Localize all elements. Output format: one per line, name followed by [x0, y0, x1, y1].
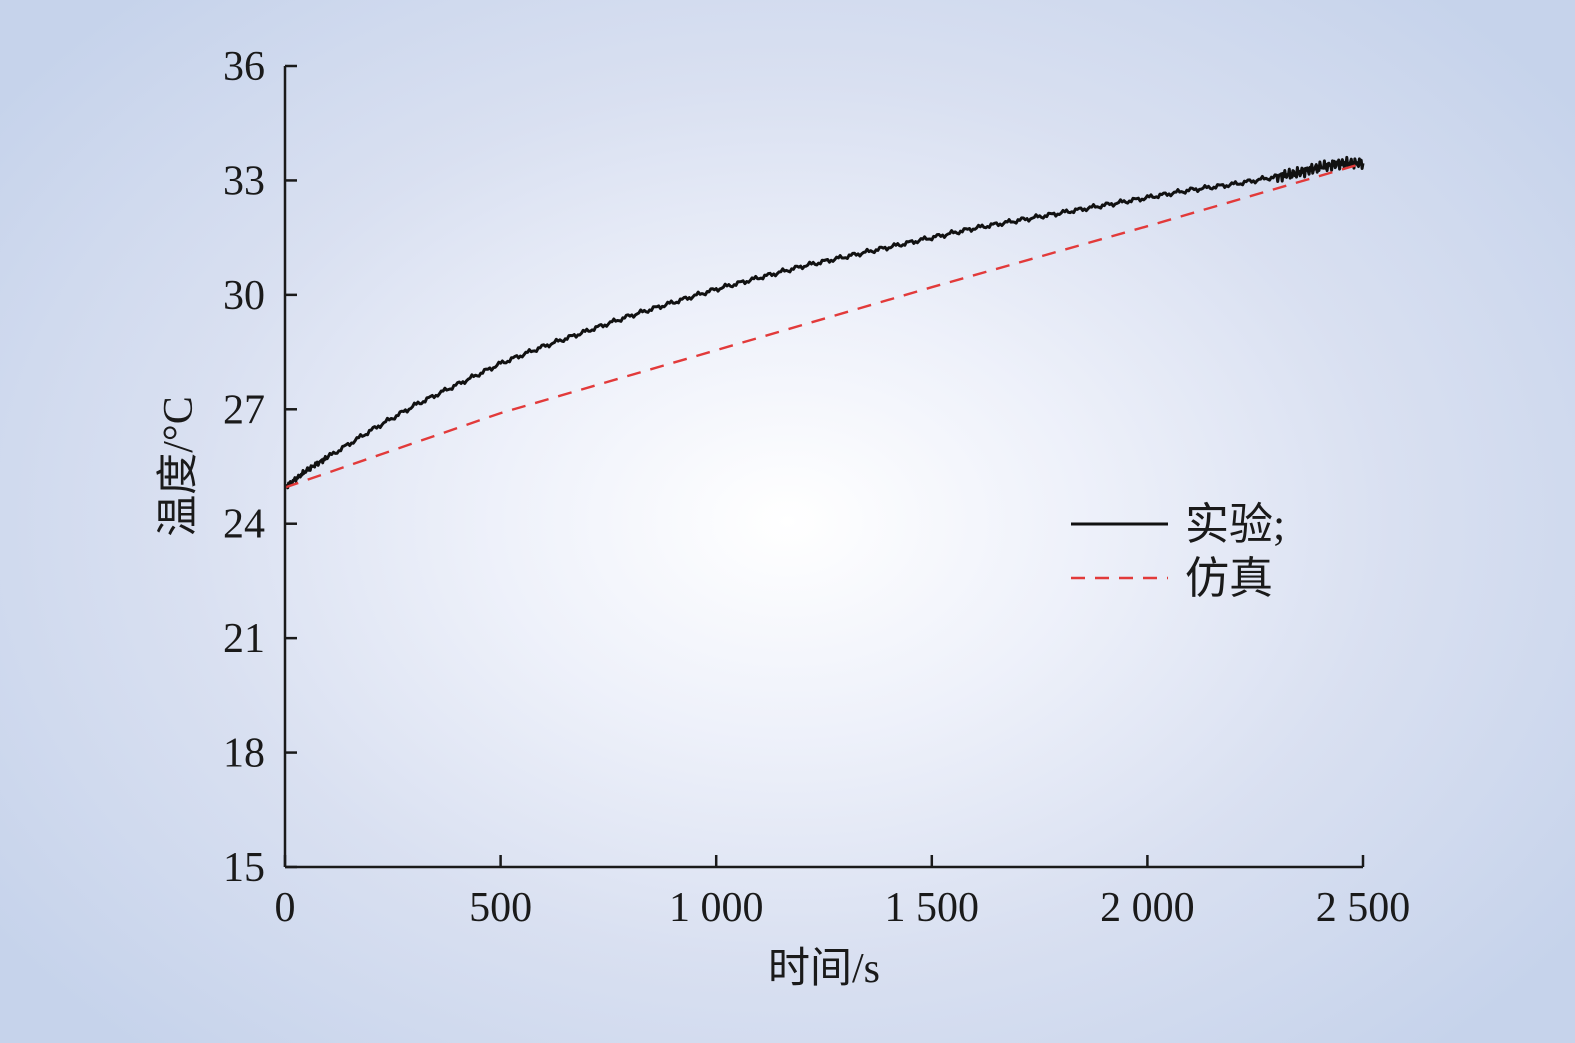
- y-tick-label: 15: [223, 845, 265, 891]
- y-axis-ticks: 15 18 21 24 27 30 33 36: [223, 44, 297, 891]
- legend: 实验; 仿真: [1071, 500, 1285, 603]
- series-line-simulation: [284, 162, 1364, 489]
- y-tick-label: 33: [223, 158, 265, 204]
- x-tick-label: 2 500: [1316, 885, 1411, 931]
- legend-label-simulation: 仿真: [1185, 554, 1273, 603]
- x-axis-label: 时间/s: [768, 946, 880, 992]
- x-tick-label: 1 500: [885, 885, 980, 931]
- y-tick-label: 21: [223, 616, 265, 662]
- y-axis-label: 温度/°C: [156, 396, 202, 536]
- y-tick-label: 27: [223, 387, 265, 433]
- legend-label-experiment: 实验;: [1185, 500, 1285, 549]
- x-tick-label: 2 000: [1100, 885, 1195, 931]
- x-tick-label: 1 000: [669, 885, 764, 931]
- x-tick-label: 500: [469, 885, 532, 931]
- x-axis-ticks: 0 500 1 000 1 500 2 000 2 500: [275, 855, 1411, 931]
- axes: 0 500 1 000 1 500 2 000 2 500 15 18 21 24 27 30 33 3…: [223, 44, 1410, 931]
- y-tick-label: 30: [223, 273, 265, 319]
- series-line-experiment: [284, 155, 1365, 490]
- y-tick-label: 36: [223, 44, 265, 90]
- y-tick-label: 24: [223, 502, 265, 548]
- plot-area: [284, 155, 1365, 490]
- x-tick-label: 0: [275, 885, 296, 931]
- y-tick-label: 18: [223, 731, 265, 777]
